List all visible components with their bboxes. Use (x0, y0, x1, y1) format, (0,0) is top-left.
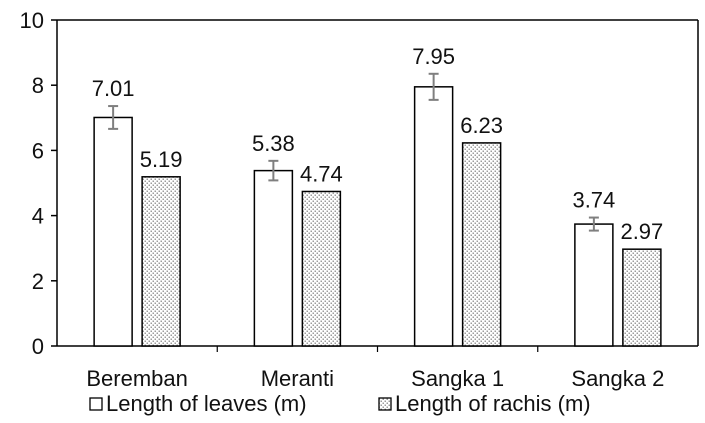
y-tick-label: 4 (32, 204, 44, 229)
bar-length-of-rachis (622, 248, 662, 347)
bar-length-of-rachis (461, 142, 502, 347)
legend: Length of leaves (m) Length of rachis (m) (89, 391, 591, 416)
legend-swatch-length-of-leaves (89, 397, 103, 411)
bar-length-of-rachis (141, 176, 181, 347)
legend-swatch-length-of-rachis (378, 397, 392, 411)
data-label-length-of-rachis: 2.97 (620, 219, 663, 244)
y-tick-label: 6 (32, 138, 44, 163)
y-tick-label: 2 (32, 269, 44, 294)
x-category-label: Sangka 1 (411, 366, 504, 391)
data-label-length-of-leaves: 7.01 (92, 76, 135, 101)
data-label-length-of-leaves: 3.74 (572, 188, 615, 213)
x-category-label: Meranti (261, 366, 334, 391)
data-label-length-of-rachis: 4.74 (300, 161, 343, 186)
y-tick-label: 10 (20, 8, 44, 33)
bar-length-of-leaves (413, 86, 454, 347)
x-category-label: Beremban (86, 366, 188, 391)
legend-label-length-of-leaves: Length of leaves (m) (106, 391, 307, 416)
bar-length-of-leaves (574, 223, 614, 347)
data-label-length-of-rachis: 6.23 (460, 113, 503, 138)
data-label-length-of-leaves: 7.95 (412, 44, 455, 69)
y-tick-label: 8 (32, 73, 44, 98)
data-label-length-of-rachis: 5.19 (140, 147, 183, 172)
plot-area: 0 2 4 6 8 10 7.01 5.19 Beremban 5.384.74 Meranti 7.… (20, 8, 699, 391)
legend-label-length-of-rachis: Length of rachis (m) (395, 391, 591, 416)
data-label-length-of-leaves: 5.38 (252, 131, 295, 156)
bar-length-of-leaves (253, 169, 294, 347)
x-category-label: Sangka 2 (571, 366, 664, 391)
y-tick-label: 0 (32, 334, 44, 359)
bar-length-of-rachis (301, 190, 342, 347)
bar-length-of-leaves (93, 116, 133, 347)
